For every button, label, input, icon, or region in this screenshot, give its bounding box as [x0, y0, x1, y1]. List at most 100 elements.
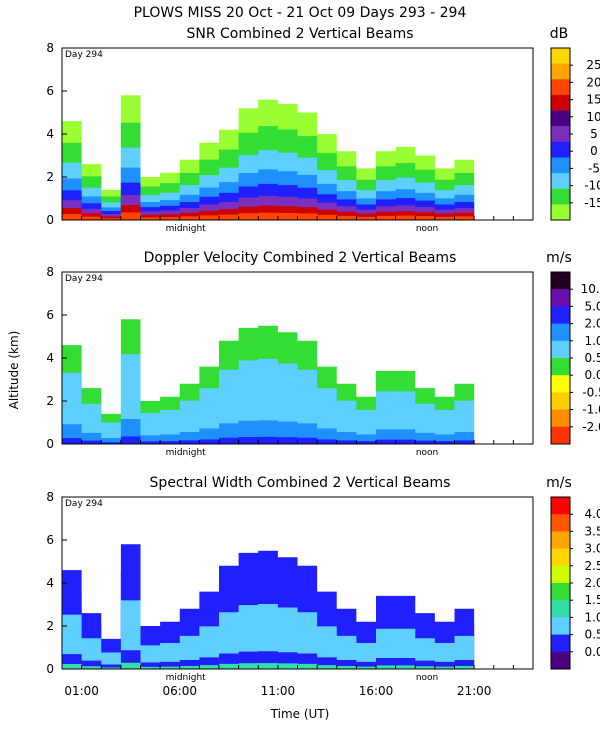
echo-layer-4 [62, 436, 475, 444]
midnight-label: midnight [166, 224, 207, 234]
colorbar-label: 3.5 [584, 524, 600, 538]
colorbar-label: 10 [586, 110, 600, 124]
colorbar-unit: m/s [546, 250, 572, 266]
colorbar-label: 0 [590, 144, 598, 158]
colorbar-label: 2.0 [584, 317, 600, 331]
heatmap-echo [62, 319, 475, 444]
y-tick-label: 6 [46, 84, 54, 98]
colorbar-label: -0.5 [582, 385, 600, 399]
y-tick-label: 0 [46, 213, 54, 227]
colorbar-segment [551, 306, 570, 325]
colorbar-segment [551, 358, 570, 376]
colorbar-segment [551, 548, 570, 567]
heatmap-echo [62, 95, 475, 220]
y-tick-label: 8 [46, 265, 54, 279]
colorbar-segment [551, 94, 570, 112]
colorbar-label: 1.0 [584, 334, 600, 348]
colorbar-label: 4.0 [584, 507, 600, 521]
echo-layer-2 [62, 354, 475, 444]
echo-layer-7 [62, 205, 475, 220]
colorbar-segment [551, 323, 570, 342]
figure-title: PLOWS MISS 20 Oct - 21 Oct 09 Days 293 -… [134, 5, 467, 21]
panel-3: Spectral Width Combined 2 Vertical Beams… [46, 475, 600, 698]
colorbar-segment [551, 634, 570, 653]
y-tick-label: 8 [46, 490, 54, 504]
echo-layer-4 [62, 650, 475, 669]
colorbar-segment [551, 392, 570, 411]
colorbar-label: 1.5 [584, 593, 600, 607]
colorbar-label: -10 [584, 179, 600, 193]
colorbar-segment [551, 157, 570, 174]
y-tick-label: 0 [46, 662, 54, 676]
y-tick-label: 2 [46, 619, 54, 633]
midnight-label: midnight [166, 673, 207, 683]
colorbar-label: 0.5 [584, 351, 600, 365]
colorbar-segment [551, 188, 570, 205]
panel-2: Doppler Velocity Combined 2 Vertical Bea… [46, 250, 600, 458]
colorbar-label: 5.0 [584, 299, 600, 313]
panel-title: Doppler Velocity Combined 2 Vertical Bea… [144, 250, 457, 266]
colorbar-segment [551, 531, 570, 550]
midnight-label: midnight [166, 448, 207, 458]
colorbar-segment [551, 651, 570, 670]
y-tick-label: 2 [46, 394, 54, 408]
colorbar-label: 15 [586, 93, 600, 107]
x-tick-label: 06:00 [162, 684, 197, 698]
colorbar-label: 0.5 [584, 628, 600, 642]
y-tick-label: 0 [46, 437, 54, 451]
x-tick-label: 16:00 [359, 684, 394, 698]
colorbar-segment [551, 375, 570, 393]
colorbar-label: 2.5 [584, 559, 600, 573]
day-label: Day 294 [65, 50, 103, 60]
colorbar-label: 0.0 [584, 645, 600, 659]
heatmap-echo [62, 544, 475, 669]
x-tick-label: 01:00 [64, 684, 99, 698]
colorbar-segment [551, 583, 570, 601]
colorbar-label: 3.0 [584, 542, 600, 556]
panel-title: Spectral Width Combined 2 Vertical Beams [150, 475, 451, 491]
echo-layer-3 [62, 419, 475, 444]
colorbar-label: -5 [588, 161, 600, 175]
colorbar-segment [551, 110, 570, 127]
y-tick-label: 6 [46, 533, 54, 547]
colorbar-label: 20 [586, 75, 600, 89]
echo-layer-3 [62, 600, 475, 669]
colorbar-segment [551, 48, 570, 65]
noon-label: noon [416, 448, 438, 458]
y-tick-label: 6 [46, 308, 54, 322]
day-label: Day 294 [65, 274, 103, 284]
y-tick-label: 4 [46, 127, 54, 141]
colorbar-segment [551, 63, 570, 80]
noon-label: noon [416, 224, 438, 234]
y-tick-label: 2 [46, 170, 54, 184]
colorbar-segment [551, 173, 570, 190]
colorbar-segment [551, 340, 570, 359]
colorbar-segment [551, 409, 570, 428]
day-label: Day 294 [65, 499, 103, 509]
colorbar-segment [551, 497, 570, 515]
colorbar-label: 10.0 [581, 282, 600, 296]
echo-layer-5 [62, 662, 475, 669]
colorbar-unit: dB [550, 26, 569, 42]
colorbar-label: 5 [590, 127, 598, 141]
colorbar-segment [551, 79, 570, 96]
colorbar-segment [551, 204, 570, 221]
colorbar-label: -2.0 [582, 420, 600, 434]
colorbar-label: -1.0 [582, 403, 600, 417]
panel-title: SNR Combined 2 Vertical Beams [186, 26, 413, 42]
y-tick-label: 8 [46, 41, 54, 55]
colorbar-label: 2.0 [584, 576, 600, 590]
colorbar-segment [551, 126, 570, 143]
panel-1: SNR Combined 2 Vertical Beams dB 0 2 4 6 8 Day … [46, 26, 600, 234]
colorbar-segment [551, 426, 570, 445]
colorbar-segment [551, 565, 570, 584]
colorbar-label: 0.0 [584, 368, 600, 382]
echo-layer-8 [62, 212, 475, 220]
colorbar-segment [551, 617, 570, 636]
colorbar-unit: m/s [546, 475, 572, 491]
noon-label: noon [416, 673, 438, 683]
colorbar-label: 1.0 [584, 610, 600, 624]
y-tick-label: 4 [46, 576, 54, 590]
colorbar-segment [551, 514, 570, 532]
